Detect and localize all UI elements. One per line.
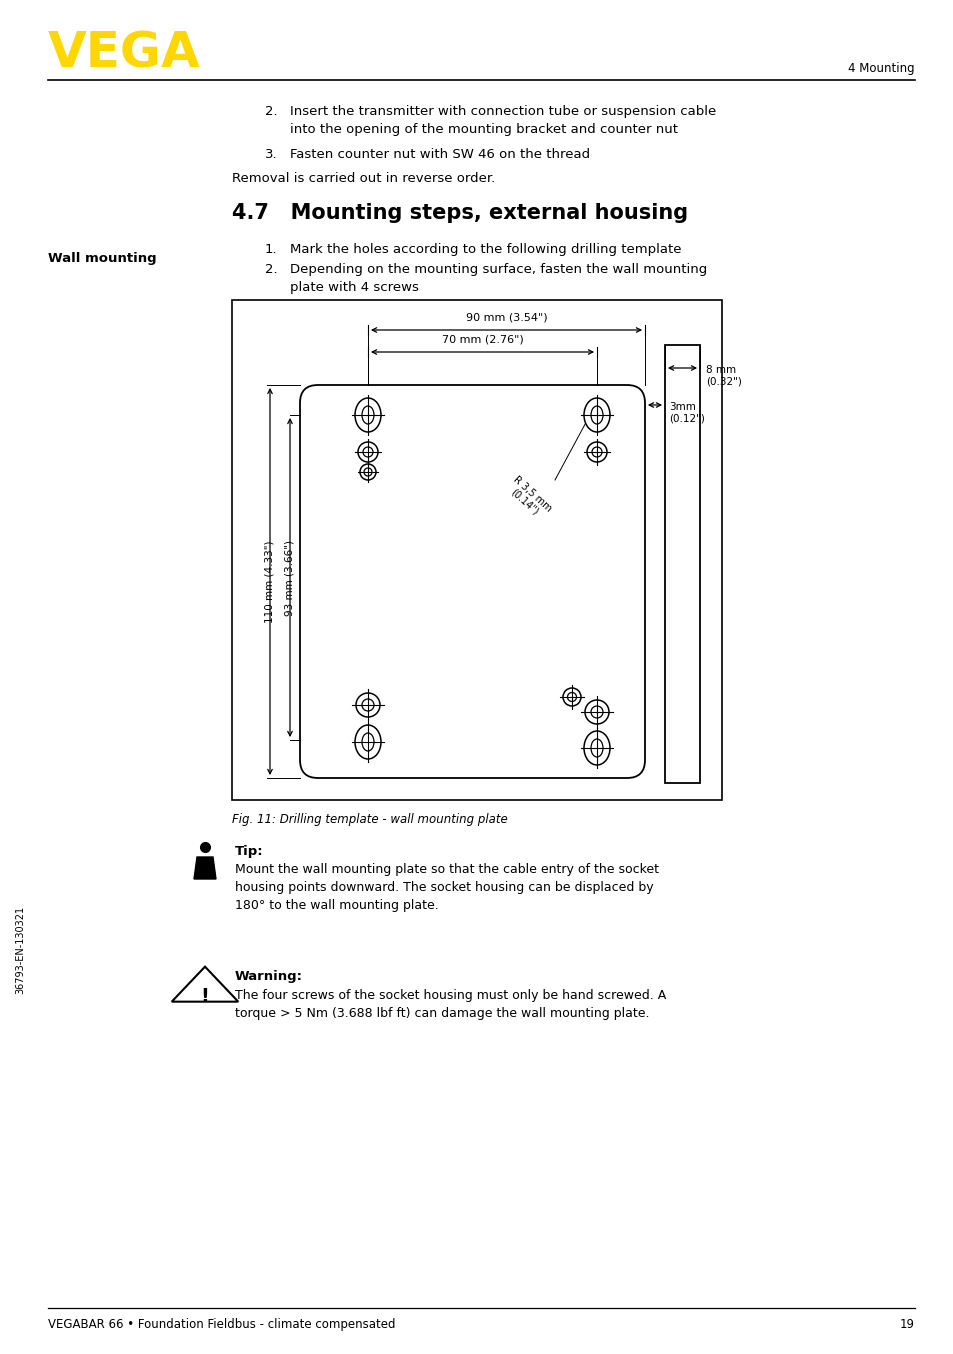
Circle shape <box>357 441 377 462</box>
Ellipse shape <box>355 398 380 432</box>
Circle shape <box>590 705 602 718</box>
Ellipse shape <box>355 724 380 760</box>
Text: 4.7   Mounting steps, external housing: 4.7 Mounting steps, external housing <box>232 203 687 223</box>
Text: 4 Mounting: 4 Mounting <box>847 62 914 74</box>
Text: 70 mm (2.76"): 70 mm (2.76") <box>441 334 523 344</box>
Text: 110 mm (4.33"): 110 mm (4.33") <box>265 540 274 623</box>
Text: 3mm
(0.12"): 3mm (0.12") <box>668 402 704 424</box>
Polygon shape <box>172 967 238 1002</box>
Circle shape <box>361 699 374 711</box>
Circle shape <box>355 693 379 718</box>
Text: Tip:: Tip: <box>234 845 263 858</box>
Text: VEGABAR 66 • Foundation Fieldbus - climate compensated: VEGABAR 66 • Foundation Fieldbus - clima… <box>48 1317 395 1331</box>
Text: 90 mm (3.54"): 90 mm (3.54") <box>465 311 547 322</box>
Circle shape <box>359 464 375 481</box>
Text: 93 mm (3.66"): 93 mm (3.66") <box>285 539 294 616</box>
Circle shape <box>363 447 373 458</box>
Circle shape <box>567 692 576 701</box>
Text: !: ! <box>200 987 210 1006</box>
Text: plate with 4 screws: plate with 4 screws <box>290 282 418 294</box>
FancyBboxPatch shape <box>299 385 644 779</box>
Text: Wall mounting: Wall mounting <box>48 252 156 265</box>
Text: 1.: 1. <box>265 242 277 256</box>
Text: Warning:: Warning: <box>234 969 303 983</box>
Circle shape <box>364 468 372 477</box>
Circle shape <box>592 447 601 458</box>
Text: R 3,5 mm
(0.14"): R 3,5 mm (0.14") <box>502 474 553 521</box>
Text: Depending on the mounting surface, fasten the wall mounting: Depending on the mounting surface, faste… <box>290 263 706 276</box>
Bar <box>664 345 700 783</box>
Polygon shape <box>193 857 215 879</box>
Text: into the opening of the mounting bracket and counter nut: into the opening of the mounting bracket… <box>290 123 678 135</box>
Text: Removal is carried out in reverse order.: Removal is carried out in reverse order. <box>232 172 495 185</box>
Text: The four screws of the socket housing must only be hand screwed. A
torque > 5 Nm: The four screws of the socket housing mu… <box>234 988 665 1020</box>
Text: Fasten counter nut with SW 46 on the thread: Fasten counter nut with SW 46 on the thr… <box>290 148 590 161</box>
Text: Fig. 11: Drilling template - wall mounting plate: Fig. 11: Drilling template - wall mounti… <box>232 812 507 826</box>
Text: 8 mm
(0.32"): 8 mm (0.32") <box>705 366 741 387</box>
Text: 36793-EN-130321: 36793-EN-130321 <box>15 906 25 994</box>
Ellipse shape <box>590 739 602 757</box>
Ellipse shape <box>590 406 602 424</box>
Circle shape <box>586 441 606 462</box>
Circle shape <box>562 688 580 705</box>
Text: Mark the holes according to the following drilling template: Mark the holes according to the followin… <box>290 242 680 256</box>
Ellipse shape <box>583 731 609 765</box>
Ellipse shape <box>361 733 374 751</box>
Text: Mount the wall mounting plate so that the cable entry of the socket
housing poin: Mount the wall mounting plate so that th… <box>234 862 659 913</box>
Text: 19: 19 <box>899 1317 914 1331</box>
Text: 3.: 3. <box>265 148 277 161</box>
Bar <box>232 301 721 800</box>
Ellipse shape <box>361 406 374 424</box>
Text: Insert the transmitter with connection tube or suspension cable: Insert the transmitter with connection t… <box>290 106 716 118</box>
Ellipse shape <box>583 398 609 432</box>
Text: 2.: 2. <box>265 263 277 276</box>
Text: 2.: 2. <box>265 106 277 118</box>
Circle shape <box>584 700 608 724</box>
Text: VEGA: VEGA <box>48 30 200 79</box>
